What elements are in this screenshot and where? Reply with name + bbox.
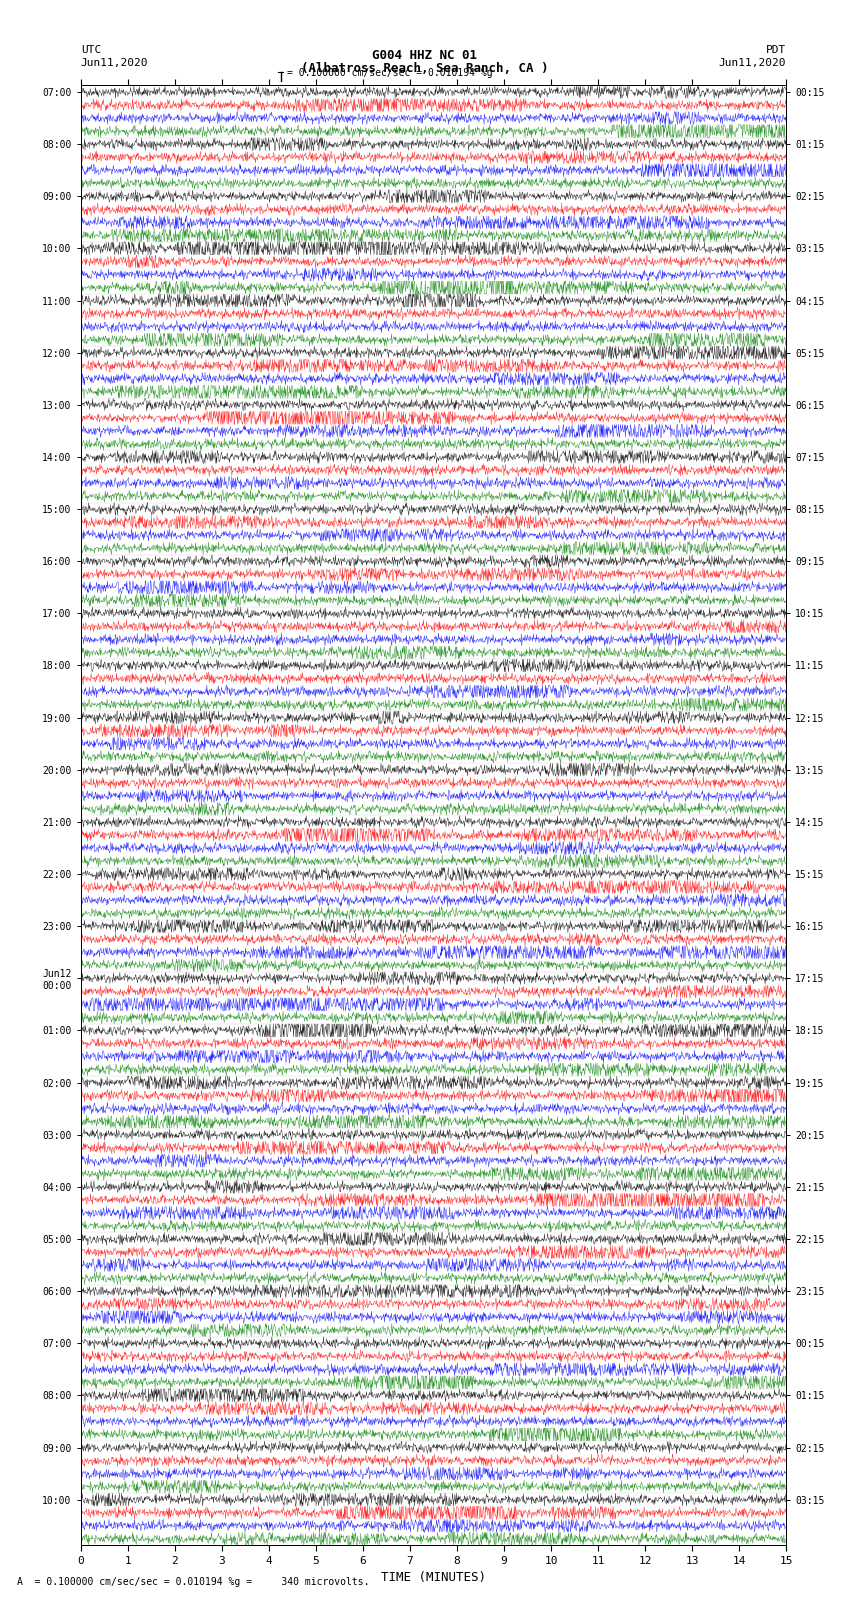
Text: = 0.100000 cm/sec/sec = 0.010194 %g: = 0.100000 cm/sec/sec = 0.010194 %g [287, 68, 493, 77]
Text: Jun11,2020: Jun11,2020 [719, 58, 786, 68]
X-axis label: TIME (MINUTES): TIME (MINUTES) [381, 1571, 486, 1584]
Text: A  = 0.100000 cm/sec/sec = 0.010194 %g =     340 microvolts.: A = 0.100000 cm/sec/sec = 0.010194 %g = … [17, 1578, 370, 1587]
Text: PDT: PDT [766, 45, 786, 55]
Text: UTC: UTC [81, 45, 101, 55]
Text: G004 HHZ NC 01: G004 HHZ NC 01 [372, 50, 478, 63]
Text: Jun11,2020: Jun11,2020 [81, 58, 148, 68]
Text: (Albatross Reach, Sea Ranch, CA ): (Albatross Reach, Sea Ranch, CA ) [301, 63, 549, 76]
